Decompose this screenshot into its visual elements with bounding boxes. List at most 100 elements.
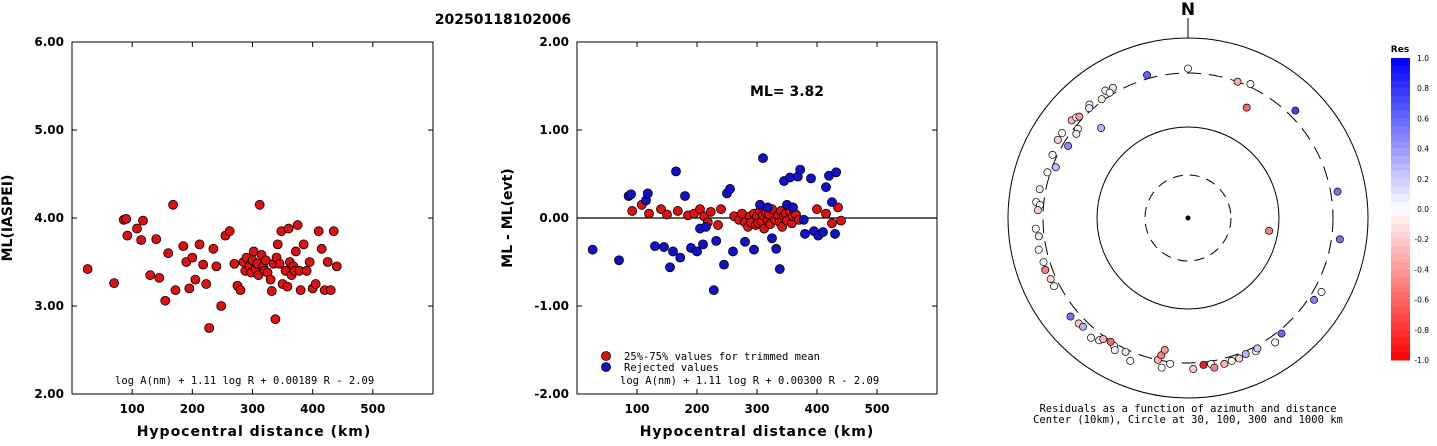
data-point [178, 241, 189, 252]
data-point [728, 246, 738, 257]
data-point [827, 218, 837, 229]
data-point [650, 241, 660, 252]
formula-text: log A(nm) + 1.11 log R + 0.00189 R - 2.0… [115, 375, 374, 387]
data-point [235, 285, 246, 296]
colorbar-tick-label: 0.8 [1417, 84, 1429, 93]
data-point [316, 243, 327, 254]
data-point [270, 314, 281, 325]
circle-100km [1096, 126, 1280, 310]
data-point [160, 295, 171, 306]
y-tick-label: 4.00 [34, 211, 64, 225]
colorbar-swatch [1391, 292, 1410, 301]
station-point [1143, 71, 1151, 80]
colorbar-swatch [1391, 171, 1410, 180]
data-point [331, 261, 342, 272]
legend-label-rejected: Rejected values [624, 362, 719, 374]
panel-ml-residual: -2.00 -1.00 0.00 1.00 2.00 100 200 300 400 500 M… [500, 35, 938, 440]
station-point [1039, 258, 1048, 267]
station-point [1227, 356, 1236, 365]
station-point [1277, 329, 1286, 338]
colorbar-tick-label: 0.0 [1417, 205, 1429, 214]
data-point [151, 234, 162, 245]
data-point [680, 191, 690, 201]
data-point [274, 258, 285, 269]
x-tick-label: 100 [120, 402, 145, 416]
data-point [136, 235, 147, 245]
station-point [1058, 129, 1067, 138]
data-point [627, 206, 638, 216]
data-point [642, 188, 653, 199]
legend-label-trimmed: 25%-75% values for trimmed mean [624, 351, 820, 363]
data-point [831, 167, 842, 178]
data-point [795, 164, 806, 175]
station-point [1110, 346, 1119, 355]
circle-1000km [1007, 37, 1369, 399]
data-point [668, 246, 678, 257]
data-point [665, 262, 675, 273]
colorbar-swatch [1391, 186, 1410, 195]
station-point [1085, 104, 1094, 113]
data-point [830, 228, 840, 239]
colorbar-swatch [1391, 80, 1410, 89]
x-tick-label: 400 [804, 402, 829, 416]
data-point [292, 220, 303, 230]
colorbar-swatch [1391, 201, 1410, 210]
station-point [1160, 346, 1169, 354]
data-point [328, 226, 339, 237]
station-point [1066, 312, 1075, 321]
data-point [211, 261, 222, 272]
data-point [208, 243, 219, 254]
data-point [283, 223, 294, 234]
x-tick-label: 500 [360, 402, 385, 416]
data-point [282, 281, 293, 292]
colorbar-swatch [1391, 156, 1410, 165]
station-point [1033, 206, 1042, 215]
y-axis-ticks: 2.00 3.00 4.00 5.00 6.00 [34, 35, 433, 401]
data-point [138, 215, 148, 226]
data-point [749, 244, 759, 255]
station-point [1291, 106, 1300, 115]
colorbar-swatch [1391, 141, 1410, 150]
colorbar-tick-label: -0.6 [1414, 296, 1429, 305]
colorbar-swatch [1391, 246, 1410, 255]
colorbar-swatch [1391, 148, 1410, 157]
station-point [1157, 363, 1166, 372]
x-tick-label: 500 [864, 402, 889, 416]
data-point [788, 202, 798, 213]
formula-text: log A(nm) + 1.11 log R + 0.00300 R - 2.0… [620, 375, 879, 387]
data-point [265, 274, 276, 285]
data-point [132, 223, 142, 234]
station-point [1189, 365, 1198, 373]
data-point [705, 206, 716, 217]
station-residual-points [1031, 64, 1344, 373]
data-point [701, 221, 711, 232]
data-point [698, 239, 708, 250]
colorbar-swatch [1391, 178, 1410, 187]
station-point [1035, 185, 1044, 194]
colorbar-swatch [1391, 254, 1410, 263]
station-point [1034, 245, 1043, 254]
data-point [771, 243, 782, 254]
colorbar-swatch [1391, 276, 1410, 285]
colorbar-tick-label: 0.6 [1417, 114, 1429, 123]
station-point [1079, 322, 1087, 331]
station-point [1335, 235, 1344, 244]
data-point [201, 279, 212, 289]
data-point [163, 248, 174, 259]
station-point [1166, 359, 1175, 368]
data-point [298, 239, 309, 250]
colorbar-swatches [1391, 58, 1410, 361]
data-point [154, 272, 165, 283]
data-point [767, 233, 777, 244]
data-point [229, 258, 240, 269]
data-point [325, 285, 336, 296]
colorbar-swatch [1391, 163, 1410, 172]
colorbar-tick-label: 1.0 [1417, 54, 1429, 63]
colorbar-swatch [1391, 73, 1410, 82]
data-point [836, 215, 846, 226]
data-point [82, 264, 93, 274]
colorbar-swatch [1391, 337, 1410, 346]
colorbar-swatch [1391, 284, 1410, 293]
data-point [145, 270, 156, 281]
panel-azimuth-residuals: N Residuals as a function of azimuth and… [1007, 0, 1369, 426]
